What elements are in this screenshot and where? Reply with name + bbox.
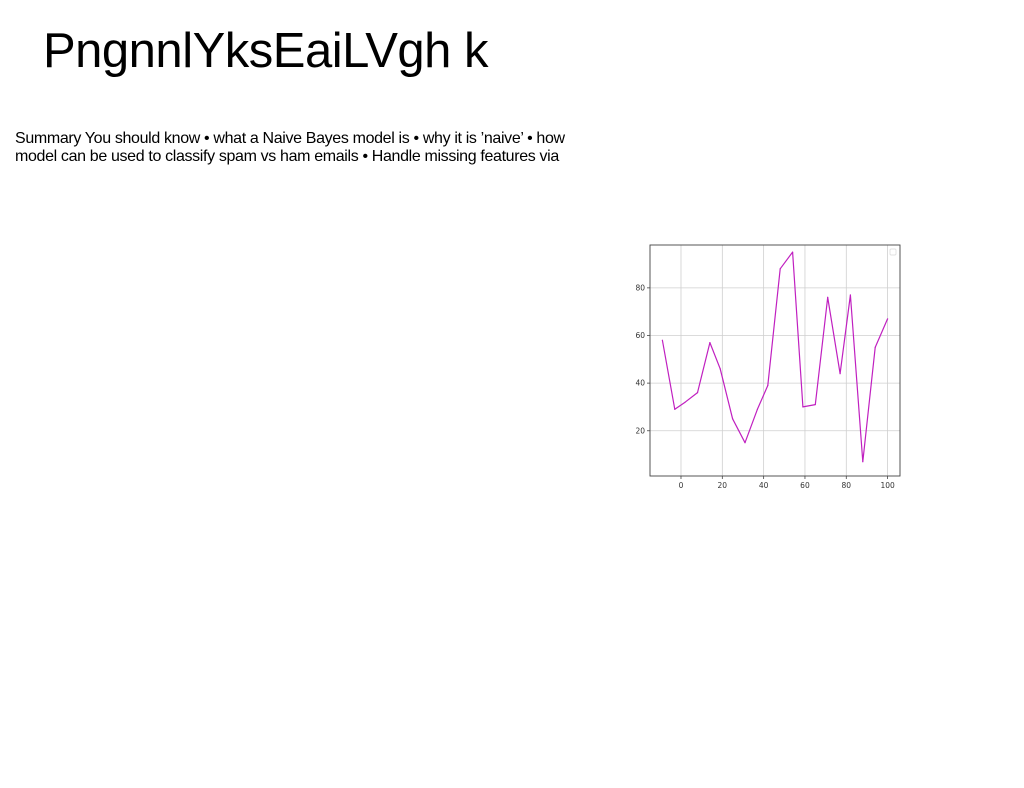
data-point [887, 318, 888, 319]
data-point [850, 294, 851, 295]
data-point [839, 373, 840, 374]
summary-text: Summary You should know • what a Naive B… [15, 130, 615, 166]
summary-line: Summary You should know • what a Naive B… [15, 130, 615, 148]
data-point [744, 442, 745, 443]
legend-box [890, 249, 896, 255]
x-tick-label: 0 [679, 481, 684, 490]
data-point [697, 392, 698, 393]
data-point [827, 297, 828, 298]
summary-line: model can be used to classify spam vs ha… [15, 148, 615, 166]
data-point [732, 418, 733, 419]
x-tick-label: 100 [880, 481, 895, 490]
data-point [662, 340, 663, 341]
data-point [815, 404, 816, 405]
x-tick-label: 60 [800, 481, 810, 490]
data-point [757, 409, 758, 410]
data-point [780, 268, 781, 269]
y-tick-label: 20 [635, 426, 645, 435]
y-tick-label: 40 [635, 379, 645, 388]
data-point [792, 252, 793, 253]
data-point [862, 461, 863, 462]
data-point [802, 406, 803, 407]
y-tick-label: 80 [635, 283, 645, 292]
slide-title: PngnnlYksEaiLVgh k [43, 22, 488, 80]
line-chart: 0 20 40 60 80 100 20 40 60 80 [620, 236, 910, 498]
data-point [875, 347, 876, 348]
x-tick-label: 80 [842, 481, 852, 490]
series-line [662, 252, 887, 462]
line-chart-svg: 0 20 40 60 80 100 20 40 60 80 [620, 236, 910, 498]
data-point [674, 409, 675, 410]
data-point [685, 402, 686, 403]
plot-frame [650, 245, 900, 476]
x-tick-label: 20 [718, 481, 728, 490]
data-point [767, 385, 768, 386]
y-tick-label: 60 [635, 331, 645, 340]
data-point [709, 342, 710, 343]
data-point [720, 368, 721, 369]
x-tick-label: 40 [759, 481, 769, 490]
